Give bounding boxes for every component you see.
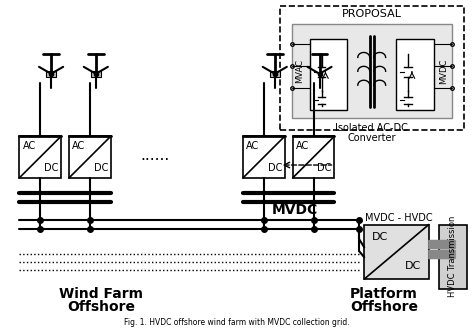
FancyBboxPatch shape — [315, 71, 325, 77]
Text: PROPOSAL: PROPOSAL — [342, 9, 401, 19]
FancyBboxPatch shape — [292, 24, 452, 118]
Text: DC: DC — [405, 261, 421, 271]
FancyBboxPatch shape — [439, 224, 466, 289]
FancyBboxPatch shape — [310, 39, 347, 111]
Text: AC: AC — [73, 141, 85, 151]
Text: DC: DC — [317, 163, 332, 173]
Text: AC: AC — [246, 141, 260, 151]
FancyBboxPatch shape — [270, 71, 280, 77]
Text: Platform: Platform — [350, 287, 418, 301]
Text: Converter: Converter — [347, 133, 396, 143]
FancyBboxPatch shape — [364, 224, 429, 279]
FancyBboxPatch shape — [46, 71, 56, 77]
Text: Isolated AC-DC: Isolated AC-DC — [335, 123, 408, 133]
Text: HVDC Transmission: HVDC Transmission — [448, 216, 457, 297]
Text: MVDC: MVDC — [439, 58, 448, 84]
Text: Offshore: Offshore — [67, 300, 135, 314]
Text: DC: DC — [94, 163, 108, 173]
Text: Fig. 1. HVDC offshore wind farm with MVDC collection grid.: Fig. 1. HVDC offshore wind farm with MVD… — [124, 318, 350, 327]
Text: MVDC: MVDC — [272, 203, 318, 217]
Text: ......: ...... — [141, 148, 170, 163]
FancyBboxPatch shape — [292, 136, 335, 178]
Text: MVDC - HVDC: MVDC - HVDC — [365, 213, 433, 222]
Text: AC: AC — [23, 141, 36, 151]
Text: DC: DC — [372, 233, 388, 242]
Text: DC: DC — [268, 163, 282, 173]
FancyBboxPatch shape — [243, 136, 285, 178]
FancyBboxPatch shape — [19, 136, 61, 178]
Text: AC: AC — [296, 141, 309, 151]
FancyBboxPatch shape — [91, 71, 101, 77]
Text: MVAC: MVAC — [295, 59, 304, 83]
Text: Wind Farm: Wind Farm — [59, 287, 143, 301]
Bar — [280, 6, 464, 130]
Text: Offshore: Offshore — [350, 300, 418, 314]
Text: DC: DC — [44, 163, 58, 173]
FancyBboxPatch shape — [69, 136, 111, 178]
FancyBboxPatch shape — [396, 39, 434, 111]
